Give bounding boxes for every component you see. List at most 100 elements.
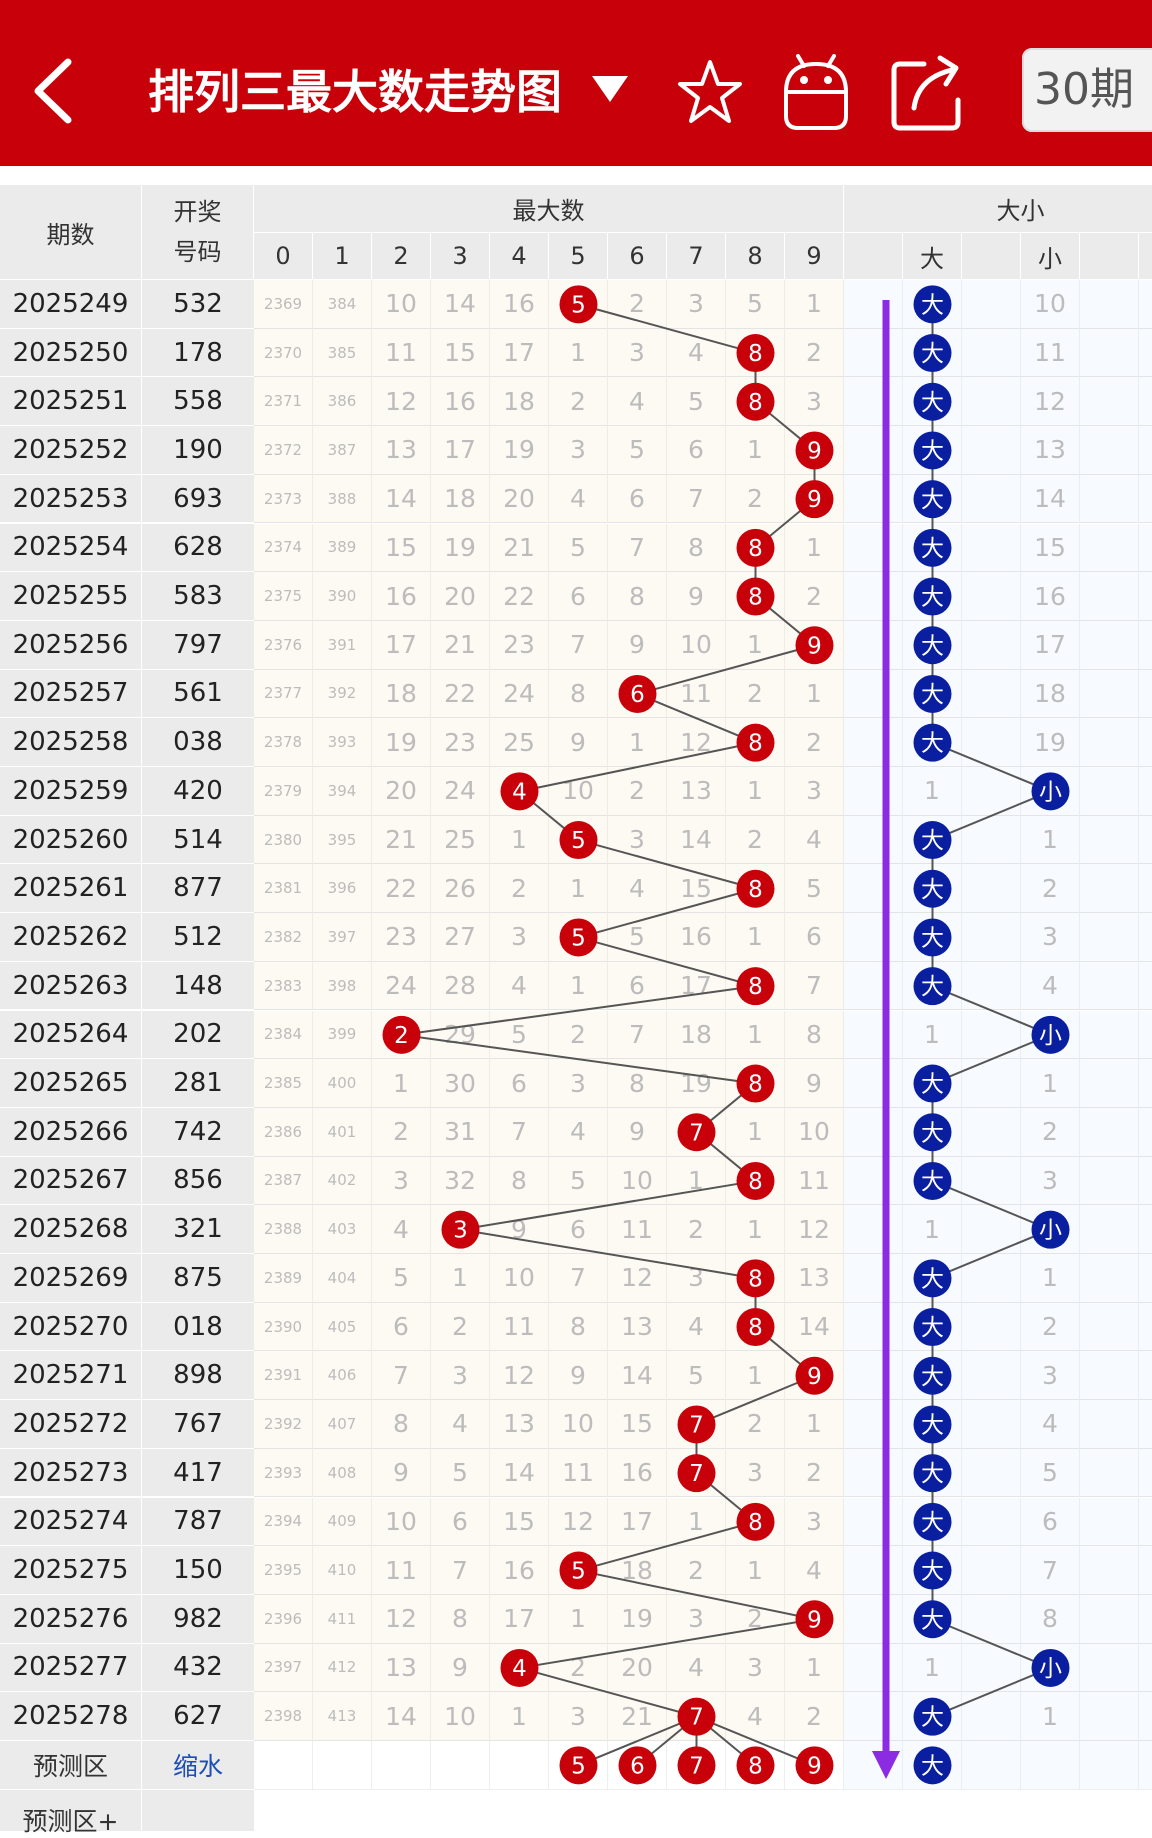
predict-cell	[549, 1741, 608, 1790]
size-cell: 12	[1021, 377, 1080, 427]
hit-cell	[726, 1156, 785, 1206]
miss-cell: 18	[667, 1010, 726, 1060]
size-cell	[962, 718, 1021, 767]
miss-cell: 4	[785, 815, 844, 865]
miss-cell: 3	[667, 1254, 726, 1303]
size-cell	[1080, 328, 1139, 378]
miss-cell: 10	[372, 280, 431, 329]
miss-cell: 22	[372, 864, 431, 914]
issue-cell: 2025277	[0, 1643, 142, 1693]
size-cell: 16	[1021, 572, 1080, 621]
size-hit-cell	[903, 523, 962, 573]
miss-cell: 1	[431, 1254, 490, 1303]
size-cell	[844, 1497, 903, 1547]
size-cell: 1	[903, 1010, 962, 1060]
header-size-col-5	[1139, 233, 1152, 280]
hit-cell	[490, 1643, 549, 1693]
size-cell	[1080, 1351, 1139, 1401]
hit-cell	[667, 1107, 726, 1157]
size-cell	[1139, 377, 1152, 427]
miss-cell: 5	[431, 1448, 490, 1498]
miss-cell: 2375	[254, 572, 313, 621]
robot-icon[interactable]	[780, 48, 852, 134]
miss-cell: 8	[431, 1594, 490, 1644]
predict-cell	[372, 1741, 431, 1790]
miss-cell: 3	[785, 767, 844, 816]
miss-cell: 9	[608, 1107, 667, 1157]
miss-cell: 13	[785, 1254, 844, 1303]
miss-cell: 403	[313, 1205, 372, 1254]
size-cell	[1080, 1010, 1139, 1060]
miss-cell: 2	[549, 1010, 608, 1060]
dropdown-arrow-icon[interactable]	[588, 48, 632, 134]
miss-cell: 23	[372, 913, 431, 962]
miss-cell: 19	[667, 1059, 726, 1108]
miss-cell: 1	[549, 1594, 608, 1644]
code-cell: 627	[142, 1692, 254, 1741]
hit-cell	[608, 669, 667, 719]
size-cell: 5	[1021, 1448, 1080, 1498]
miss-cell: 411	[313, 1594, 372, 1644]
miss-cell: 5	[667, 377, 726, 427]
miss-cell: 7	[785, 961, 844, 1011]
miss-cell: 3	[785, 1497, 844, 1547]
size-cell	[1139, 474, 1152, 524]
header-digit-3: 3	[431, 233, 490, 280]
miss-cell: 10	[608, 1156, 667, 1206]
miss-cell: 387	[313, 426, 372, 475]
miss-cell: 8	[549, 1302, 608, 1352]
issue-cell: 2025259	[0, 767, 142, 816]
miss-cell: 9	[549, 718, 608, 767]
miss-cell: 2	[726, 1594, 785, 1644]
miss-cell: 12	[372, 1594, 431, 1644]
hit-cell	[726, 1059, 785, 1108]
predict-cell	[431, 1741, 490, 1790]
size-cell: 1	[1021, 1059, 1080, 1108]
size-cell	[844, 328, 903, 378]
miss-cell: 2	[726, 474, 785, 524]
hit-cell	[726, 523, 785, 573]
code-cell: 420	[142, 767, 254, 816]
page-title[interactable]: 排列三最大数走势图	[148, 65, 562, 119]
miss-cell: 4	[608, 377, 667, 427]
miss-cell: 1	[726, 1205, 785, 1254]
miss-cell: 2	[785, 1448, 844, 1498]
star-icon[interactable]	[676, 48, 744, 134]
miss-cell: 24	[431, 767, 490, 816]
size-cell	[962, 1254, 1021, 1303]
miss-cell: 3	[549, 1059, 608, 1108]
miss-cell: 2	[785, 572, 844, 621]
miss-cell: 17	[490, 328, 549, 378]
code-cell: 532	[142, 280, 254, 329]
miss-cell: 32	[431, 1156, 490, 1206]
size-cell	[962, 1302, 1021, 1352]
miss-cell: 24	[490, 669, 549, 719]
code-cell: 148	[142, 961, 254, 1011]
miss-cell: 21	[431, 620, 490, 670]
miss-cell: 10	[490, 1254, 549, 1303]
size-cell	[962, 815, 1021, 865]
miss-cell: 30	[431, 1059, 490, 1108]
back-icon[interactable]	[28, 48, 80, 134]
miss-cell: 5	[549, 523, 608, 573]
header-code-line1: 开奖	[173, 198, 222, 226]
size-cell	[1139, 1692, 1152, 1741]
miss-cell: 2	[785, 718, 844, 767]
miss-cell: 7	[372, 1351, 431, 1401]
size-cell: 1	[903, 1643, 962, 1693]
miss-cell: 14	[608, 1351, 667, 1401]
predict-cell	[313, 1741, 372, 1790]
share-icon[interactable]	[890, 48, 970, 134]
miss-cell: 27	[431, 913, 490, 962]
size-cell: 3	[1021, 1156, 1080, 1206]
miss-cell: 390	[313, 572, 372, 621]
size-cell	[962, 864, 1021, 914]
size-hit-cell	[903, 572, 962, 621]
miss-cell: 9	[608, 620, 667, 670]
period-select[interactable]: 30期	[1022, 48, 1152, 132]
miss-cell: 409	[313, 1497, 372, 1547]
miss-cell: 2	[608, 280, 667, 329]
size-cell	[844, 1643, 903, 1693]
miss-cell: 1	[785, 1400, 844, 1449]
size-cell: 4	[1021, 961, 1080, 1011]
